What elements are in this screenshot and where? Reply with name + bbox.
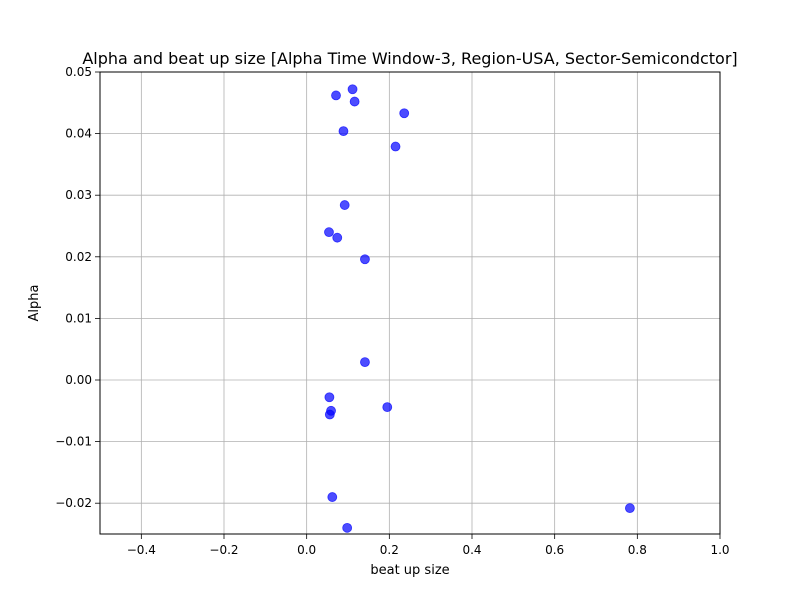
data-point [624, 503, 635, 514]
y-tick-label: 0.03 [65, 188, 92, 202]
x-tick-label: 0.2 [380, 543, 399, 557]
y-tick-label: 0.05 [65, 65, 92, 79]
x-tick-label: 0.8 [628, 543, 647, 557]
plot-area-frame [99, 71, 721, 535]
grid [100, 71, 721, 534]
x-tick-label: 0.4 [462, 543, 481, 557]
y-tick-label: 0.01 [65, 311, 92, 325]
data-point [342, 522, 353, 533]
x-tick-label: −0.4 [127, 543, 156, 557]
data-point [399, 108, 410, 119]
x-axis-label: beat up size [370, 563, 449, 578]
y-axis-label: Alpha [27, 285, 42, 322]
y-tick-label: 0.00 [65, 373, 92, 387]
data-point [360, 254, 370, 265]
y-tick-label: −0.02 [55, 496, 92, 510]
data-points [324, 84, 635, 533]
y-tick-label: −0.01 [55, 435, 92, 449]
data-point [360, 357, 370, 368]
x-tick-label: 1.0 [710, 543, 729, 557]
y-tick-label: 0.02 [65, 250, 92, 264]
x-tick-label: −0.2 [209, 543, 238, 557]
data-point [382, 402, 393, 413]
x-tick-label: 0.0 [297, 543, 316, 557]
data-point [332, 232, 343, 243]
data-point [327, 492, 338, 502]
data-point [347, 84, 358, 95]
data-point [339, 200, 350, 210]
y-axis-ticks: −0.02 −0.01 0.00 0.01 0.02 0.03 0.04 0.05 [55, 65, 100, 510]
chart-title: Alpha and beat up size [Alpha Time Windo… [82, 49, 737, 68]
data-point [390, 141, 401, 152]
data-point [324, 409, 335, 420]
data-point [331, 90, 341, 101]
data-point [324, 392, 335, 403]
data-point [338, 126, 349, 137]
x-tick-label: 0.6 [545, 543, 564, 557]
data-point [324, 227, 334, 238]
x-axis-ticks: −0.4 −0.2 0.0 0.2 0.4 0.6 0.8 1.0 [127, 534, 730, 557]
data-point [349, 96, 360, 107]
y-tick-label: 0.04 [65, 127, 92, 141]
